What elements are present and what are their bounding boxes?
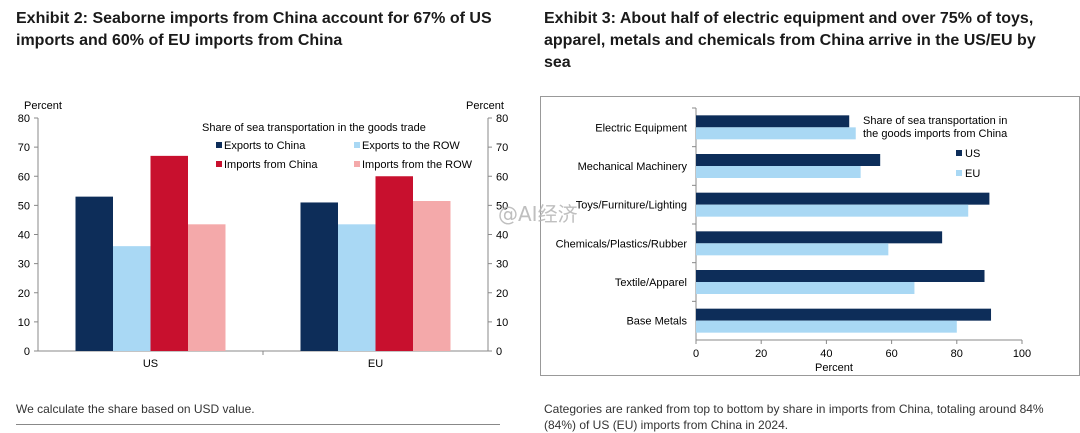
legend-swatch-eu xyxy=(956,170,962,176)
y-tick-label-left: 20 xyxy=(18,288,30,300)
bar-textile-apparel-us xyxy=(696,270,985,282)
bar-mechanical-machinery-us xyxy=(696,154,881,166)
x-tick-label: 80 xyxy=(951,348,963,360)
y-tick-label: Base Metals xyxy=(626,316,687,328)
bar-chemicals-plastics-rubber-us xyxy=(696,231,943,244)
bar-us-imports-from-the-row xyxy=(188,224,226,351)
y-tick-label: Mechanical Machinery xyxy=(578,161,688,173)
y-tick-label: Electric Equipment xyxy=(595,122,687,134)
legend-swatch-exports-to-the-row xyxy=(354,142,360,148)
y-tick-label-right: 70 xyxy=(496,142,508,154)
bar-electric-equipment-us xyxy=(696,115,850,128)
x-axis-label: Percent xyxy=(815,362,853,374)
legend-label-imports-from-the-row: Imports from the ROW xyxy=(362,159,473,171)
bar-us-imports-from-china xyxy=(150,155,188,351)
legend-label-us: US xyxy=(965,148,980,160)
watermark-text: @AI经济 xyxy=(498,202,578,226)
legend-label-exports-to-china: Exports to China xyxy=(224,140,306,152)
y-tick-label-left: 60 xyxy=(18,171,30,183)
bar-us-exports-to-china xyxy=(75,196,113,351)
y-tick-label-right: 80 xyxy=(496,113,508,125)
exhibit-2-title: Exhibit 2: Seaborne imports from China a… xyxy=(16,10,492,49)
bar-toys-furniture-lighting-eu xyxy=(696,204,969,217)
bar-chemicals-plastics-rubber-eu xyxy=(696,243,889,256)
bar-us-exports-to-the-row xyxy=(113,246,151,351)
bar-eu-exports-to-china xyxy=(300,202,338,351)
exhibit-3-title: Exhibit 3: About half of electric equipm… xyxy=(544,10,1036,71)
x-tick-label: US xyxy=(143,358,158,370)
y-tick-label-left: 0 xyxy=(24,346,30,358)
y-tick-label-right: 10 xyxy=(496,317,508,329)
exhibit-2-note: We calculate the share based on USD valu… xyxy=(16,402,255,416)
y-tick-label-right: 50 xyxy=(496,200,508,212)
legend-swatch-exports-to-china xyxy=(216,142,222,148)
legend-label-imports-from-china: Imports from China xyxy=(224,159,318,171)
y-tick-label-right: 20 xyxy=(496,288,508,300)
bar-eu-exports-to-the-row xyxy=(338,224,376,351)
legend-swatch-us xyxy=(956,150,962,156)
bar-electric-equipment-eu xyxy=(696,127,856,140)
y-tick-label-left: 80 xyxy=(18,113,30,125)
legend-label-eu: EU xyxy=(965,168,980,180)
x-tick-label: 40 xyxy=(820,348,832,360)
y-tick-label-left: 70 xyxy=(18,142,30,154)
y-tick-label-right: 40 xyxy=(496,230,508,242)
y-tick-label-left: 30 xyxy=(18,259,30,271)
exhibit-3-note: Categories are ranked from top to bottom… xyxy=(544,402,1044,432)
x-tick-label: EU xyxy=(368,358,383,370)
y-tick-label: Textile/Apparel xyxy=(615,277,687,289)
legend-title: Share of sea transportation in the goods … xyxy=(863,115,1008,140)
y-tick-label-right: 30 xyxy=(496,259,508,271)
x-tick-label: 60 xyxy=(885,348,897,360)
y-tick-label: Toys/Furniture/Lighting xyxy=(576,200,687,212)
bar-base-metals-us xyxy=(696,308,992,321)
legend-swatch-imports-from-the-row xyxy=(354,161,360,167)
y-tick-label-right: 60 xyxy=(496,171,508,183)
y-axis-label-left: Percent xyxy=(24,100,62,112)
y-tick-label-left: 50 xyxy=(18,200,30,212)
bar-toys-furniture-lighting-us xyxy=(696,192,990,205)
y-tick-label-left: 40 xyxy=(18,230,30,242)
legend-title: Share of sea transportation in the goods… xyxy=(202,122,426,134)
legend-swatch-imports-from-china xyxy=(216,161,222,167)
legend-label-exports-to-the-row: Exports to the ROW xyxy=(362,140,460,152)
bar-eu-imports-from-china xyxy=(375,176,413,351)
y-axis-label-right: Percent xyxy=(466,100,504,112)
y-tick-label-right: 0 xyxy=(496,346,502,358)
y-tick-label-left: 10 xyxy=(18,317,30,329)
exhibit-3-chart: 0 20 40 60 80 100 Percent Electric Equipment Mec… xyxy=(540,96,1080,376)
divider xyxy=(16,424,500,425)
x-tick-label: 0 xyxy=(693,348,699,360)
x-tick-label: 100 xyxy=(1013,348,1031,360)
bar-mechanical-machinery-eu xyxy=(696,166,861,178)
bar-base-metals-eu xyxy=(696,320,957,333)
bar-eu-imports-from-the-row xyxy=(413,201,451,351)
bar-textile-apparel-eu xyxy=(696,282,915,294)
exhibit-2-chart: Percent Percent 0 0 10 10 20 20 30 30 40 40 50 50 60 60… xyxy=(18,100,509,370)
y-tick-label: Chemicals/Plastics/Rubber xyxy=(556,238,688,250)
x-tick-label: 20 xyxy=(755,348,767,360)
